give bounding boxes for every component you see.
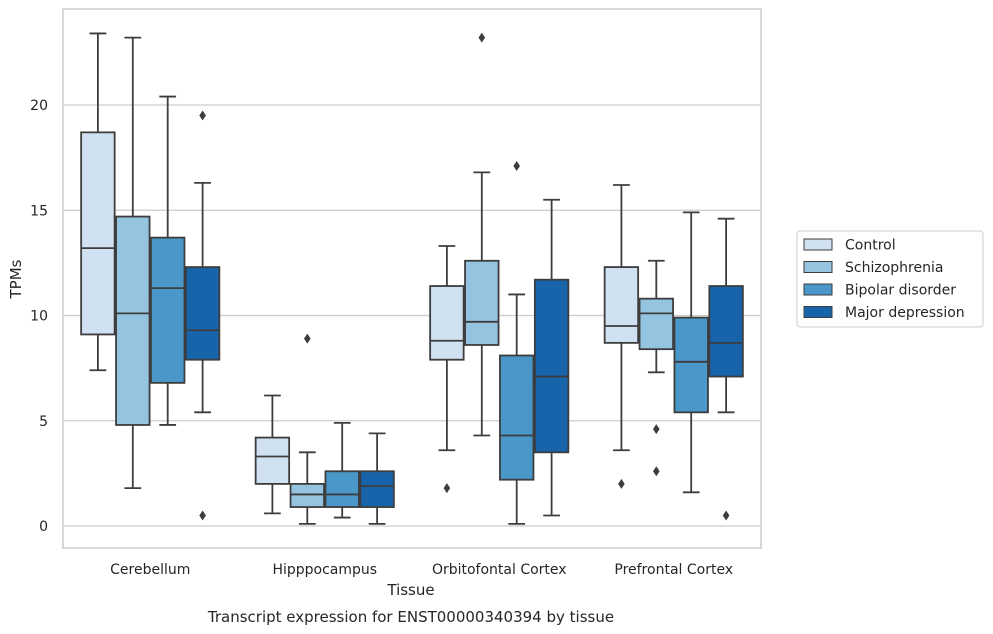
box-1-1 — [80, 32, 116, 372]
x-tick-label: Orbitofontal Cortex — [432, 562, 567, 578]
iqr-box — [150, 236, 186, 384]
box-3-4 — [673, 211, 709, 494]
outlier-point — [653, 424, 660, 435]
y-tick-label: 0 — [39, 519, 48, 535]
iqr-box — [638, 297, 674, 351]
box-1-3 — [429, 245, 465, 494]
iqr-box — [603, 266, 640, 344]
legend-swatch — [803, 261, 833, 273]
y-tick-label: 20 — [30, 98, 48, 114]
box-2-3 — [464, 32, 500, 437]
box-3-1 — [150, 95, 186, 426]
outlier-point — [199, 510, 206, 521]
outlier-point — [199, 110, 206, 121]
box-1-2 — [254, 394, 291, 515]
legend-swatch — [803, 283, 833, 296]
outlier-point — [304, 333, 311, 344]
x-tick-label: Prefrontal Cortex — [614, 562, 733, 578]
y-tick-label: 15 — [30, 203, 48, 219]
iqr-box — [673, 316, 709, 414]
outlier-point — [618, 478, 625, 489]
legend: Control Schizophrenia Bipolar disorder Majo… — [796, 230, 984, 328]
box-4-4 — [708, 217, 744, 521]
y-tick-label: 5 — [39, 414, 48, 430]
box-3-2 — [324, 421, 360, 519]
iqr-box — [429, 285, 465, 361]
legend-frame — [796, 230, 984, 328]
x-tick-label: Hipppocampus — [272, 562, 377, 578]
x-tick-labels: Cerebellum Hipppocampus Orbitofontal Corte… — [110, 562, 733, 578]
outlier-point — [722, 510, 730, 521]
x-tick-label: Cerebellum — [110, 562, 190, 578]
iqr-box — [533, 278, 570, 454]
outlier-point — [653, 466, 660, 477]
iqr-box — [184, 266, 221, 361]
iqr-box — [254, 436, 291, 485]
box-2-1 — [115, 36, 151, 490]
iqr-box — [289, 482, 325, 508]
y-tick-label: 10 — [30, 309, 48, 325]
box-3-3 — [499, 161, 535, 525]
iqr-box — [499, 354, 535, 481]
box-4-2 — [359, 432, 395, 525]
box-1-4 — [603, 184, 640, 489]
box-layer — [80, 32, 744, 525]
box-2-2 — [289, 333, 325, 525]
legend-entry-label: Bipolar disorder — [845, 283, 956, 299]
iqr-box — [464, 259, 500, 346]
plot-frame — [62, 8, 762, 549]
box-4-1 — [184, 110, 221, 521]
chart-caption: Transcript expression for ENST0000034039… — [207, 608, 614, 626]
y-tick-labels: 0 5 10 15 20 — [30, 98, 48, 535]
legend-entry-label: Major depression — [845, 305, 965, 321]
x-axis-label: Tissue — [386, 581, 434, 599]
iqr-box — [115, 215, 151, 426]
outlier-point — [443, 483, 451, 494]
legend-swatch — [803, 306, 833, 318]
legend-entry-label: Control — [845, 238, 896, 254]
iqr-box — [324, 470, 360, 508]
iqr-box — [708, 285, 744, 378]
box-2-4 — [638, 259, 674, 477]
outlier-point — [478, 32, 486, 43]
iqr-box — [80, 131, 116, 336]
iqr-box — [359, 470, 395, 508]
y-axis-label: TPMs — [7, 259, 25, 299]
box-4-3 — [533, 198, 570, 517]
outlier-point — [513, 161, 520, 172]
legend-swatch — [803, 238, 833, 251]
legend-entry-label: Schizophrenia — [845, 260, 943, 276]
